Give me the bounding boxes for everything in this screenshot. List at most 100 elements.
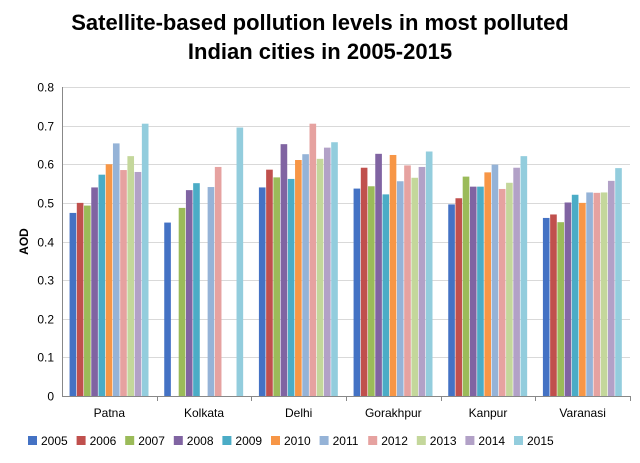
- bar: [375, 153, 382, 396]
- y-tick-label: 0.8: [37, 81, 54, 95]
- bar: [207, 187, 215, 396]
- bars: [69, 123, 622, 397]
- bar: [273, 177, 280, 396]
- bar: [564, 202, 572, 396]
- bar: [295, 160, 302, 396]
- bar: [586, 192, 593, 396]
- bar: [98, 174, 106, 396]
- y-axis-label: AOD: [17, 228, 31, 255]
- bar: [498, 188, 506, 396]
- x-category-label: Varanasi: [559, 406, 605, 420]
- bar: [164, 222, 171, 396]
- bar: [185, 190, 193, 396]
- bar: [258, 187, 266, 396]
- bar: [280, 144, 288, 396]
- bar: [607, 180, 615, 396]
- bar: [214, 166, 222, 396]
- bar: [236, 127, 244, 397]
- bar: [513, 167, 520, 396]
- bar: [550, 214, 557, 396]
- bar: [112, 143, 120, 396]
- bar: [120, 170, 127, 396]
- legend-swatch: [416, 436, 426, 445]
- legend-swatch: [514, 436, 523, 445]
- legend-label: 2005: [41, 434, 68, 448]
- bar: [455, 198, 463, 396]
- bar: [91, 187, 98, 396]
- bar: [84, 205, 91, 396]
- legend-swatch: [125, 436, 135, 445]
- legend-swatch: [173, 436, 183, 445]
- y-tick-label: 0.2: [37, 313, 54, 327]
- bar: [418, 166, 426, 396]
- bar: [389, 154, 397, 396]
- bar: [178, 207, 186, 396]
- x-category-label: Delhi: [285, 406, 312, 420]
- bar: [302, 154, 309, 396]
- y-tick-label: 0: [47, 390, 54, 404]
- y-tick-label: 0.4: [37, 236, 54, 250]
- legend-label: 2010: [284, 434, 311, 448]
- bar: [448, 204, 455, 396]
- bar: [309, 123, 317, 396]
- bar: [287, 178, 295, 396]
- bar: [360, 167, 368, 396]
- legend-swatch: [76, 436, 86, 445]
- gridlines: [62, 87, 630, 358]
- bar: [193, 183, 200, 396]
- bar: [396, 181, 404, 396]
- bar: [491, 164, 499, 396]
- legend-label: 2014: [478, 434, 505, 448]
- legend-label: 2006: [90, 434, 117, 448]
- bar: [105, 164, 113, 396]
- legend-swatch: [368, 436, 378, 445]
- bar: [368, 186, 375, 396]
- bar: [477, 186, 484, 396]
- bar: [316, 158, 324, 396]
- bar: [542, 217, 550, 396]
- x-category-label: Patna: [94, 406, 126, 420]
- bar: [484, 172, 492, 396]
- axes: 0 0.1 0.2 0.3 0.4 0.5 0.6 0.7 0.8 AOD Patna Kolkata…: [17, 81, 631, 420]
- bar: [127, 156, 135, 396]
- bar: [331, 142, 338, 396]
- legend-label: 2015: [527, 434, 554, 448]
- bar: [134, 171, 142, 396]
- legend-label: 2012: [381, 434, 408, 448]
- legend-swatch: [222, 436, 232, 445]
- bar: [425, 151, 433, 396]
- bar: [353, 188, 361, 396]
- x-category-label: Kolkata: [184, 406, 224, 420]
- legend-swatch: [465, 436, 475, 445]
- bar: [462, 176, 470, 396]
- bar: [469, 186, 477, 396]
- legend-label: 2009: [235, 434, 262, 448]
- x-category-label: Kanpur: [469, 406, 508, 420]
- legend-swatch: [28, 436, 37, 445]
- bar: [506, 182, 513, 396]
- legend: 2005 2006 2007 2008 2009 2010 2011 2012 2013 2014…: [28, 434, 554, 448]
- bar: [593, 192, 601, 396]
- legend-label: 2011: [333, 434, 359, 448]
- bar: [76, 202, 84, 396]
- chart-title-line-1: Satellite-based pollution levels in most…: [71, 10, 569, 35]
- chart-title: Satellite-based pollution levels in most…: [0, 8, 640, 66]
- x-category-label: Gorakhpur: [365, 406, 422, 420]
- y-tick-label: 0.1: [37, 351, 54, 365]
- y-tick-label: 0.3: [37, 274, 54, 288]
- bar: [600, 192, 608, 396]
- legend-label: 2007: [138, 434, 165, 448]
- bar: [266, 169, 273, 396]
- bar: [579, 202, 586, 396]
- bar: [411, 177, 419, 396]
- chart-title-line-2: Indian cities in 2005-2015: [187, 39, 453, 64]
- legend-label: 2013: [430, 434, 457, 448]
- bar: [571, 194, 579, 396]
- bar: [69, 212, 77, 396]
- y-tick-label: 0.5: [37, 197, 54, 211]
- legend-label: 2008: [187, 434, 214, 448]
- bar: [520, 156, 528, 396]
- bar: [615, 168, 622, 396]
